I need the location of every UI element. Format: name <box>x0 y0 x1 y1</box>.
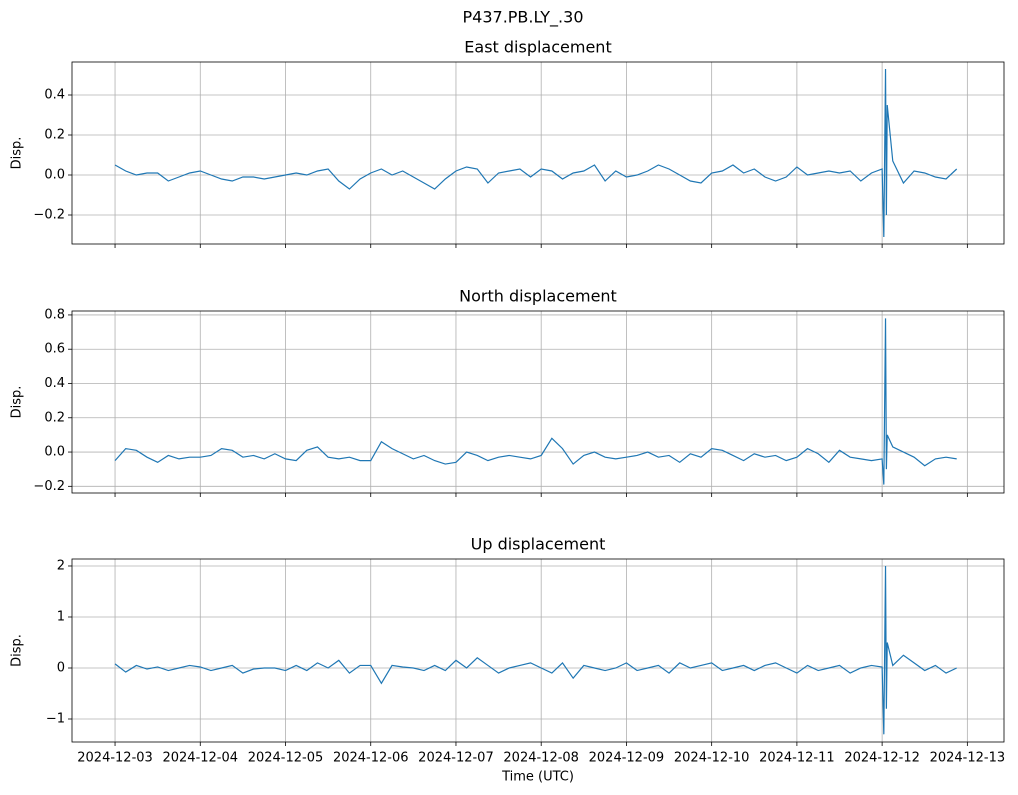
data-line <box>114 68 958 238</box>
y-tick-label: 0.2 <box>44 410 65 425</box>
x-axis-label: Time (UTC) <box>501 770 574 785</box>
y-tick-label: −1 <box>46 711 65 726</box>
x-tick-label: 2024-12-04 <box>162 751 238 766</box>
y-tick-label: 0.4 <box>44 376 65 391</box>
x-tick-label: 2024-12-07 <box>418 751 494 766</box>
x-tick-label: 2024-12-06 <box>333 751 409 766</box>
axes-frame <box>71 310 1005 494</box>
y-tick-label: 0.4 <box>44 88 65 103</box>
x-tick-label: 2024-12-09 <box>589 751 665 766</box>
x-tick-label: 2024-12-13 <box>930 751 1006 766</box>
subplot-title: North displacement <box>459 287 617 306</box>
axes-frame <box>71 558 1005 743</box>
y-tick-label: 0.6 <box>44 342 65 357</box>
x-tick-label: 2024-12-10 <box>674 751 750 766</box>
y-tick-label: −0.2 <box>33 208 65 223</box>
y-tick-label: 0 <box>57 660 65 675</box>
x-tick-label: 2024-12-03 <box>77 751 153 766</box>
y-tick-label: 0.0 <box>44 445 65 460</box>
subplot-title: East displacement <box>464 38 611 57</box>
y-axis-label: Disp. <box>10 634 25 667</box>
y-axis-label: Disp. <box>10 137 25 170</box>
x-tick-label: 2024-12-12 <box>844 751 920 766</box>
y-tick-label: 2 <box>57 558 65 573</box>
y-axis-label: Disp. <box>10 386 25 419</box>
subplot-title: Up displacement <box>471 535 606 554</box>
y-tick-label: 1 <box>57 609 65 624</box>
data-line <box>114 565 957 735</box>
data-line <box>114 318 957 485</box>
x-tick-label: 2024-12-11 <box>759 751 835 766</box>
y-tick-label: 0.8 <box>44 307 65 322</box>
x-tick-label: 2024-12-08 <box>503 751 579 766</box>
y-tick-label: 0.2 <box>44 128 65 143</box>
x-tick-label: 2024-12-05 <box>248 751 324 766</box>
axes-frame <box>71 61 1005 245</box>
y-tick-label: −0.2 <box>33 479 65 494</box>
y-tick-label: 0.0 <box>44 168 65 183</box>
figure-title: P437.PB.LY_.30 <box>463 8 584 28</box>
